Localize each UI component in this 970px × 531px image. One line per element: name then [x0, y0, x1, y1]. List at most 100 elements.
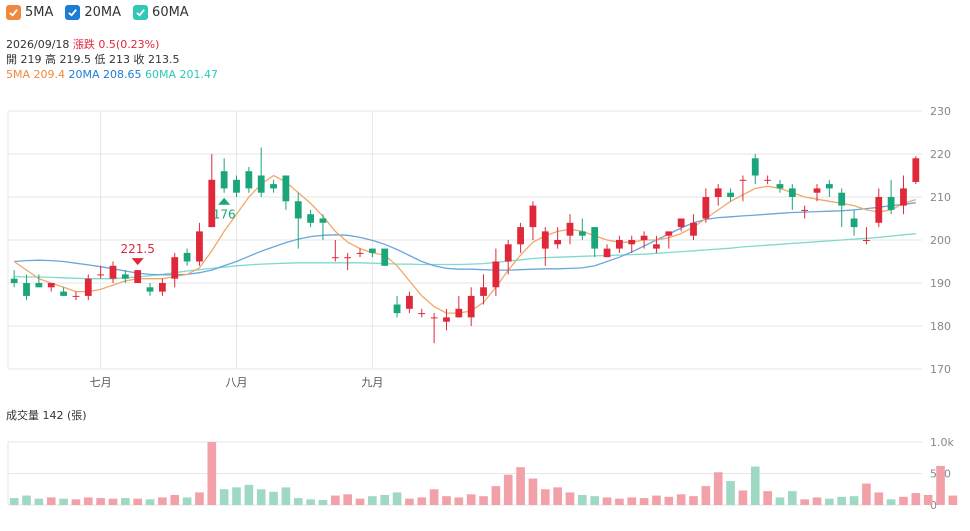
- candle-body: [393, 304, 401, 314]
- candle-body: [863, 240, 870, 241]
- legend-label: 60MA: [152, 5, 189, 20]
- volume-bar: [540, 489, 550, 505]
- info-date: 2026/09/18: [6, 38, 70, 51]
- candle-body: [171, 257, 179, 279]
- info-ma5: 5MA 209.4: [6, 68, 66, 81]
- candle-body: [665, 231, 673, 236]
- candle-body: [97, 274, 105, 276]
- candle-body: [146, 287, 154, 292]
- volume-bar: [22, 495, 31, 505]
- volume-bar: [330, 495, 340, 505]
- volume-bar: [232, 487, 241, 505]
- y-tick-label: 170: [930, 363, 951, 376]
- checkbox-icon[interactable]: [65, 5, 81, 20]
- volume-bar: [219, 489, 229, 505]
- info-low: 213: [109, 53, 130, 66]
- legend-item-5ma[interactable]: 5MA: [6, 5, 53, 20]
- info-low-label: 低: [94, 53, 106, 66]
- info-ma60: 60MA 201.47: [145, 68, 219, 81]
- volume-bar: [936, 465, 945, 505]
- volume-bar: [726, 481, 735, 505]
- candle-body: [418, 313, 426, 315]
- candle-body: [245, 171, 253, 189]
- candle-body: [615, 240, 623, 249]
- volume-bar: [244, 484, 254, 505]
- candle-body: [257, 175, 265, 193]
- volume-bar: [368, 496, 377, 505]
- volume-bar: [590, 496, 600, 505]
- candle-body: [282, 175, 290, 202]
- candle-body: [430, 317, 438, 319]
- candle-body: [220, 171, 228, 189]
- volume-bar: [615, 498, 624, 505]
- info-open-label: 開: [6, 53, 17, 66]
- legend-item-20ma[interactable]: 20MA: [65, 5, 121, 20]
- candle-body: [504, 244, 512, 262]
- candle-body: [566, 222, 574, 236]
- volume-bar: [775, 497, 785, 505]
- info-close-label: 收: [133, 53, 145, 66]
- candle-body: [319, 218, 327, 223]
- candle-body: [887, 197, 895, 210]
- volume-tick-label: 1.0k: [930, 436, 954, 449]
- checkbox-icon[interactable]: [6, 5, 21, 20]
- volume-bar: [96, 498, 105, 505]
- candle-body: [900, 188, 907, 206]
- candle-body: [776, 184, 784, 189]
- y-tick-label: 200: [930, 234, 951, 247]
- y-tick-label: 210: [930, 191, 951, 204]
- volume-bar: [195, 492, 204, 505]
- volume-bar: [121, 498, 130, 505]
- candle-body: [541, 231, 549, 249]
- volume-bar: [491, 486, 501, 505]
- info-high-label: 高: [45, 53, 56, 66]
- volume-bar: [269, 491, 278, 505]
- candle-body: [196, 231, 203, 262]
- ma60-line: [14, 233, 916, 280]
- volume-bar: [923, 494, 933, 505]
- candle-body: [578, 231, 586, 236]
- candle-body: [331, 257, 339, 259]
- info-high: 219.5: [59, 53, 92, 66]
- volume-bar: [46, 497, 56, 505]
- volume-bar: [355, 498, 365, 505]
- candle-body: [801, 209, 809, 211]
- checkbox-icon[interactable]: [133, 5, 149, 20]
- high-annotation: 221.5: [121, 242, 155, 256]
- volume-bar: [417, 497, 427, 505]
- info-change-value: 0.5(0.23%): [98, 38, 160, 51]
- candle-body: [60, 291, 67, 296]
- volume-bar: [812, 497, 822, 505]
- candle-body: [183, 252, 191, 262]
- candle-body: [653, 244, 660, 249]
- volume-bar: [182, 497, 192, 505]
- candle-body: [368, 248, 376, 253]
- volume-bar: [466, 494, 476, 505]
- legend-item-60ma[interactable]: 60MA: [133, 5, 189, 20]
- candle-body: [591, 227, 599, 249]
- candle-body: [134, 270, 142, 283]
- volume-bar: [602, 497, 612, 505]
- volume-bar: [34, 498, 44, 505]
- legend-label: 5MA: [25, 5, 54, 20]
- info-ma20: 20MA 208.65: [68, 68, 142, 81]
- candle-body: [10, 278, 18, 283]
- candle-body: [158, 283, 166, 292]
- volume-bar: [639, 498, 649, 505]
- volume-bar: [145, 499, 155, 505]
- volume-bar: [343, 494, 352, 505]
- volume-bar: [71, 499, 81, 505]
- volume-bar: [911, 493, 921, 505]
- volume-bar: [318, 499, 328, 505]
- x-tick-label: 八月: [226, 376, 248, 389]
- candle-body: [727, 192, 734, 197]
- high-marker-icon: [131, 258, 144, 266]
- volume-bar: [627, 497, 637, 505]
- volume-bar: [849, 496, 859, 505]
- volume-bar: [429, 489, 439, 505]
- volume-bar: [899, 496, 908, 505]
- volume-bar: [553, 487, 562, 505]
- volume-bar: [133, 498, 143, 505]
- legend: 5MA 20MA 60MA: [6, 5, 189, 20]
